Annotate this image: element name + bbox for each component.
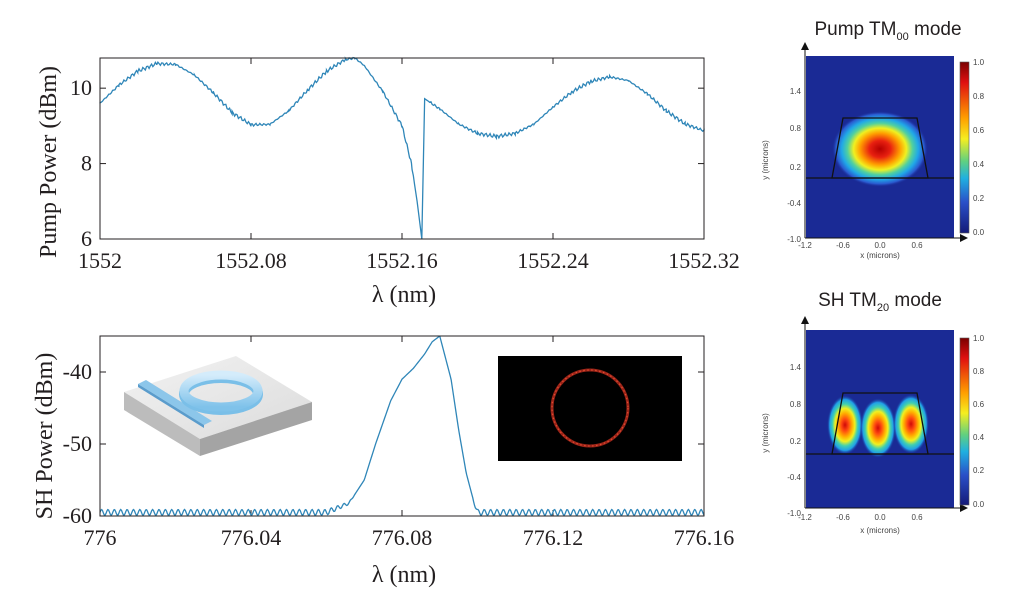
pump-ylabel-group: Pump Power (dBm): [36, 66, 62, 258]
pump-y-axis-label: Pump Power (dBm): [36, 66, 62, 258]
pump-xtick-label: 1552.24: [517, 248, 589, 273]
pump-y-arrow-icon: [801, 42, 809, 50]
sh-xtick-label: 776.08: [372, 525, 433, 550]
pump-xtick-label: 1552.16: [366, 248, 438, 273]
sh-cbar-label: 1.0: [973, 334, 985, 343]
sh-y-ticks: 1.4 0.8 0.2 -0.4 -1.0: [787, 363, 801, 518]
pump-ytick: 0.8: [790, 124, 802, 133]
pump-ytick: 1.4: [790, 87, 802, 96]
sh-mode-panel: SH TM20 mode 1.4 0.8 0.2 -0.4 -1.0 -1.2 …: [761, 290, 985, 535]
pump-y-axis-label-mode: y (microns): [761, 140, 770, 180]
pump-ytick: -1.0: [787, 235, 801, 244]
sh-y-axis-label-mode: y (microns): [761, 413, 770, 453]
pump-cbar-label: 0.0: [973, 228, 985, 237]
pump-cbar-label: 0.6: [973, 126, 985, 135]
pump-xtick: 0.0: [874, 241, 886, 250]
sh-ytick: 1.4: [790, 363, 802, 372]
sh-xtick: -1.2: [798, 513, 812, 522]
sh-xtick-label: 776: [84, 525, 117, 550]
sh-ring-image-inset: [498, 356, 682, 461]
sh-x-ticks: -1.2 -0.6 0.0 0.6: [798, 513, 923, 522]
sh-colorbar: [959, 337, 970, 506]
sh-y-arrow-icon: [801, 316, 809, 324]
pump-cbar-label: 1.0: [973, 58, 985, 67]
pump-field-spot: [832, 111, 928, 187]
sh-plot-frame: [99, 335, 705, 517]
sh-x-axis-label-mode: x (microns): [860, 526, 900, 535]
ring-resonator-chip-icon: [124, 356, 312, 456]
pump-x-ticks: -1.2 -0.6 0.0 0.6: [798, 241, 923, 250]
pump-mode-panel: Pump TM00 mode 1.4 0.8 0.2 -0.4 -1.0 -1.…: [761, 19, 985, 260]
sh-xtick: 0.6: [911, 513, 923, 522]
sh-xtick: -0.6: [836, 513, 850, 522]
pump-x-arrow-icon: [960, 234, 968, 242]
sh-ytick-label: -50: [63, 431, 92, 456]
pump-ytick: -0.4: [787, 199, 801, 208]
sh-y-axis-label: SH Power (dBm): [32, 353, 58, 520]
sh-x-arrow-icon: [960, 504, 968, 512]
sh-cbar-label: 0.6: [973, 400, 985, 409]
pump-y-ticks: 1.4 0.8 0.2 -0.4 -1.0: [787, 87, 801, 244]
sh-cbar-label: 0.8: [973, 367, 985, 376]
pump-cbar-label: 0.4: [973, 160, 985, 169]
sh-power-line: [99, 335, 705, 517]
sh-xtick-label: 776.12: [523, 525, 584, 550]
pump-xtick-label: 1552.32: [668, 248, 740, 273]
sh-cbar-label: 0.4: [973, 433, 985, 442]
pump-power-chart: Pump Power (dBm) λ (nm) 1552 1552.08 1552.…: [36, 56, 740, 308]
pump-x-axis-label: x (microns): [860, 251, 900, 260]
sh-ytick-label: -40: [63, 359, 92, 384]
pump-colorbar: [959, 61, 970, 234]
sh-ticks: 776 776.04 776.08 776.12 776.16 -60 -50 -40: [63, 336, 735, 550]
pump-ytick-label: 8: [81, 151, 92, 176]
pump-cbar-label: 0.8: [973, 92, 985, 101]
pump-ytick: 0.2: [790, 163, 802, 172]
pump-ytick-label: 6: [81, 226, 92, 251]
pump-xtick-label: 1552: [78, 248, 122, 273]
sh-power-chart: SH Power (dBm) λ (nm) 776 776.04 776.08 776…: [32, 335, 735, 588]
sh-mode-title: SH TM20 mode: [818, 290, 942, 314]
pump-xtick: -1.2: [798, 241, 812, 250]
pump-plot-frame: [99, 57, 705, 240]
pump-power-line: [99, 56, 705, 240]
pump-xtick-label: 1552.08: [215, 248, 287, 273]
sh-ytick-label: -60: [63, 503, 92, 528]
pump-ticks: 1552 1552.08 1552.16 1552.24 1552.32 6 8 10: [70, 58, 740, 273]
sh-cbar-label: 0.0: [973, 500, 985, 509]
pump-xtick: -0.6: [836, 241, 850, 250]
sh-xtick-label: 776.16: [674, 525, 735, 550]
pump-colorbar-ticks: 1.0 0.8 0.6 0.4 0.2 0.0: [973, 58, 985, 237]
pump-mode-title: Pump TM00 mode: [814, 19, 961, 43]
sh-xtick: 0.0: [874, 513, 886, 522]
sh-field-lobe: [893, 394, 929, 454]
sh-field-lobe: [860, 398, 896, 458]
sh-ytick: -0.4: [787, 473, 801, 482]
pump-x-axis-label: λ (nm): [372, 282, 436, 308]
sh-field-lobe: [827, 395, 863, 455]
sh-ytick: 0.8: [790, 400, 802, 409]
sh-x-axis-label: λ (nm): [372, 562, 436, 588]
sh-cbar-label: 0.2: [973, 466, 985, 475]
sh-ytick: -1.0: [787, 509, 801, 518]
pump-cbar-label: 0.2: [973, 194, 985, 203]
sh-xtick-label: 776.04: [221, 525, 282, 550]
pump-xtick: 0.6: [911, 241, 923, 250]
sh-ytick: 0.2: [790, 437, 802, 446]
pump-ytick-label: 10: [70, 75, 92, 100]
sh-colorbar-ticks: 1.0 0.8 0.6 0.4 0.2 0.0: [973, 334, 985, 509]
